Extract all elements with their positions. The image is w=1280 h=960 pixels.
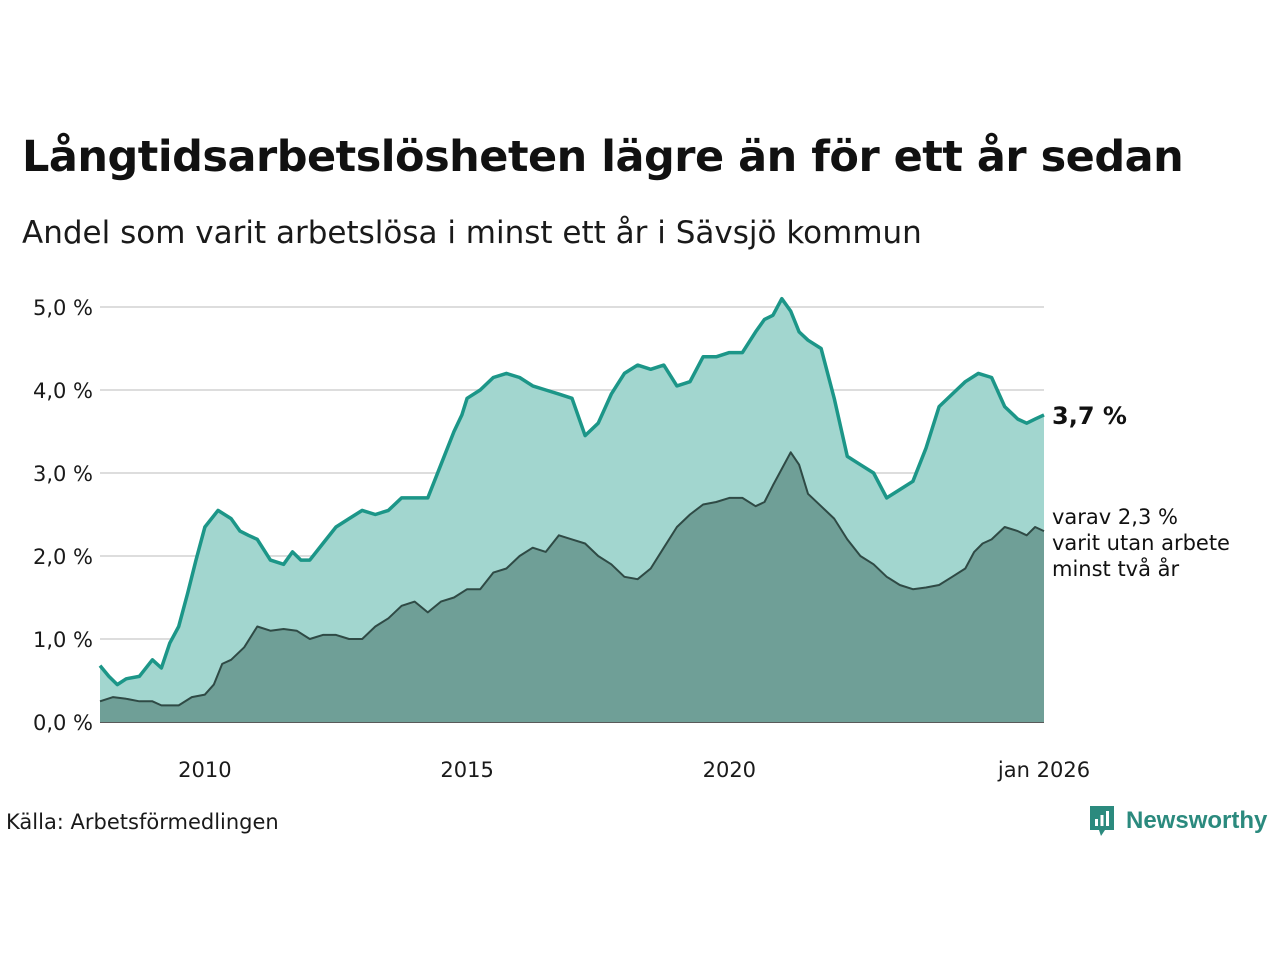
series-line-two-years <box>99 451 1045 707</box>
x-tick-label: 2015 <box>440 758 493 782</box>
series-area-two-years <box>100 452 1044 722</box>
newsworthy-logo-text: Newsworthy <box>1126 807 1268 834</box>
y-axis: 0,0 % 1,0 % 2,0 % 3,0 % 4,0 % 5,0 % <box>33 296 93 735</box>
series-line-one-year <box>98 296 1045 687</box>
x-axis: 2010 2015 2020 jan 2026 <box>178 758 1090 782</box>
lower-series-note: varav 2,3 % <box>1052 505 1178 529</box>
lower-series-note: varit utan arbete <box>1052 531 1230 555</box>
y-tick-label: 5,0 % <box>33 296 93 320</box>
chart-subtitle: Andel som varit arbetslösa i minst ett å… <box>22 215 922 251</box>
area-chart: 0,0 %1,0 %2,0 %3,0 %4,0 %5,0 % 2010 2015 2… <box>33 296 1230 782</box>
newsworthy-logo: Newsworthy <box>1088 804 1267 838</box>
chart-areas <box>98 296 1045 722</box>
source-note: Källa: Arbetsförmedlingen <box>6 810 279 834</box>
y-tick-label: 2,0 % <box>33 545 93 569</box>
x-tick-label: jan 2026 <box>997 758 1090 782</box>
x-tick-label: 2010 <box>178 758 231 782</box>
lower-series-note: minst två år <box>1052 556 1180 581</box>
y-tick-label: 4,0 % <box>33 379 93 403</box>
newsworthy-logo-icon <box>1090 806 1114 836</box>
last-value-label: 3,7 % <box>1052 402 1127 430</box>
y-tick-label: 3,0 % <box>33 462 93 486</box>
y-tick-label: 0,0 % <box>33 711 93 735</box>
y-tick-label: 1,0 % <box>33 628 93 652</box>
chart-title: Långtidsarbetslösheten lägre än för ett … <box>22 132 1184 182</box>
x-tick-label: 2020 <box>703 758 756 782</box>
